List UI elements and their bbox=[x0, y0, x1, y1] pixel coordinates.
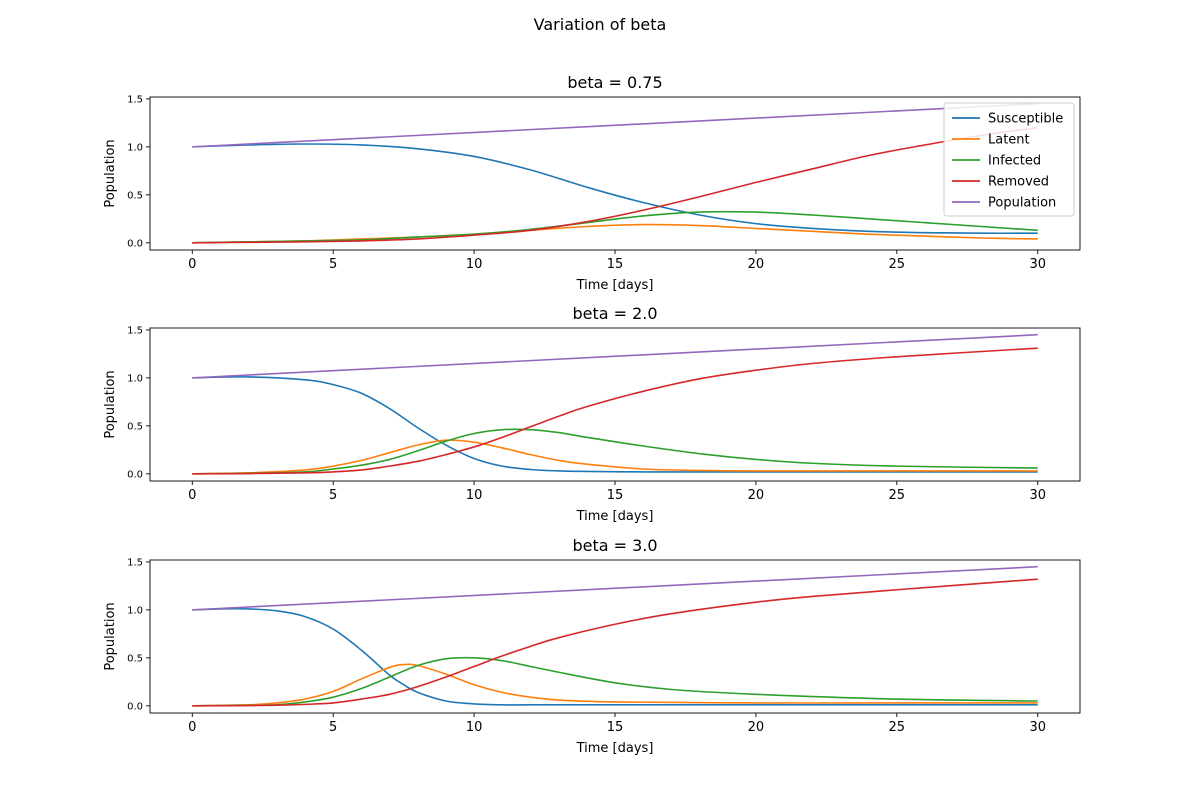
x-tick-label: 30 bbox=[1029, 257, 1046, 272]
x-tick-label: 20 bbox=[748, 720, 765, 735]
x-tick-label: 15 bbox=[607, 257, 624, 272]
series-line-latent bbox=[192, 439, 1038, 475]
y-tick-label: 1.5 bbox=[127, 557, 143, 568]
y-tick-label: 1.0 bbox=[127, 605, 143, 616]
legend: Susceptible Latent Infected Removed Populati… bbox=[943, 102, 1075, 217]
legend-label-infected: Infected bbox=[988, 154, 1041, 169]
x-axis-label: Time [days] bbox=[576, 278, 654, 293]
y-tick-label: 1.5 bbox=[127, 325, 143, 336]
legend-label-susceptible: Susceptible bbox=[988, 112, 1063, 127]
subplot-3: 0 5 10 15 20 25 30 0.0 0.5 1.0 1.5 beta = 3.0 Time [… bbox=[103, 536, 1081, 756]
y-tick-label: 0.5 bbox=[127, 421, 143, 432]
x-tick-label: 0 bbox=[188, 488, 196, 503]
x-tick-label: 20 bbox=[748, 488, 765, 503]
legend-label-latent: Latent bbox=[988, 133, 1030, 148]
y-tick-label: 0.0 bbox=[127, 701, 143, 712]
series-group bbox=[192, 565, 1038, 707]
y-tick-label: 0.0 bbox=[127, 238, 143, 249]
figure-title: Variation of beta bbox=[534, 15, 667, 34]
series-group bbox=[192, 333, 1038, 475]
x-tick-label: 10 bbox=[466, 720, 483, 735]
x-tick-label: 0 bbox=[188, 257, 196, 272]
x-tick-label: 25 bbox=[889, 720, 906, 735]
x-tick-label: 25 bbox=[889, 488, 906, 503]
series-line-infected bbox=[192, 656, 1038, 707]
y-tick-label: 0.0 bbox=[127, 469, 143, 480]
subplot-title: beta = 3.0 bbox=[572, 536, 657, 555]
y-tick-label: 1.0 bbox=[127, 373, 143, 384]
y-tick-label: 1.0 bbox=[127, 142, 143, 153]
y-tick-label: 0.5 bbox=[127, 190, 143, 201]
series-line-population bbox=[192, 333, 1038, 379]
x-tick-label: 10 bbox=[466, 257, 483, 272]
subplot-title: beta = 0.75 bbox=[567, 73, 662, 92]
axes-frame bbox=[149, 559, 1081, 714]
subplot-1: 0 5 10 15 20 25 30 0.0 0.5 1.0 1.5 beta = 0.75 Time … bbox=[103, 73, 1081, 293]
series-line-removed bbox=[192, 578, 1038, 707]
x-tick-label: 15 bbox=[607, 488, 624, 503]
series-line-population bbox=[192, 102, 1038, 148]
legend-label-removed: Removed bbox=[988, 175, 1049, 190]
series-line-susceptible bbox=[192, 376, 1038, 473]
x-tick-label: 10 bbox=[466, 488, 483, 503]
x-tick-label: 25 bbox=[889, 257, 906, 272]
x-tick-label: 5 bbox=[329, 720, 337, 735]
x-tick-label: 0 bbox=[188, 720, 196, 735]
series-line-population bbox=[192, 565, 1038, 611]
series-line-removed bbox=[192, 347, 1038, 475]
x-tick-label: 20 bbox=[748, 257, 765, 272]
y-axis-label: Population bbox=[103, 602, 118, 670]
axes-frame bbox=[149, 96, 1081, 251]
x-tick-label: 30 bbox=[1029, 488, 1046, 503]
x-axis-label: Time [days] bbox=[576, 741, 654, 756]
subplot-title: beta = 2.0 bbox=[572, 304, 657, 323]
series-line-susceptible bbox=[192, 607, 1038, 706]
legend-box bbox=[943, 102, 1075, 217]
y-tick-label: 1.5 bbox=[127, 94, 143, 105]
series-line-infected bbox=[192, 210, 1038, 244]
series-line-removed bbox=[192, 126, 1038, 244]
y-axis-label: Population bbox=[103, 370, 118, 438]
series-line-latent bbox=[192, 663, 1038, 707]
axes-frame bbox=[149, 327, 1081, 482]
y-tick-label: 0.5 bbox=[127, 653, 143, 664]
series-group bbox=[192, 102, 1038, 244]
series-line-susceptible bbox=[192, 143, 1038, 235]
series-line-infected bbox=[192, 428, 1038, 475]
y-axis-label: Population bbox=[103, 139, 118, 207]
x-axis-label: Time [days] bbox=[576, 509, 654, 524]
legend-label-population: Population bbox=[988, 196, 1056, 211]
x-tick-label: 15 bbox=[607, 720, 624, 735]
x-tick-label: 5 bbox=[329, 257, 337, 272]
x-tick-label: 30 bbox=[1029, 720, 1046, 735]
x-tick-label: 5 bbox=[329, 488, 337, 503]
subplot-2: 0 5 10 15 20 25 30 0.0 0.5 1.0 1.5 beta = 2.0 Time [… bbox=[103, 304, 1081, 524]
